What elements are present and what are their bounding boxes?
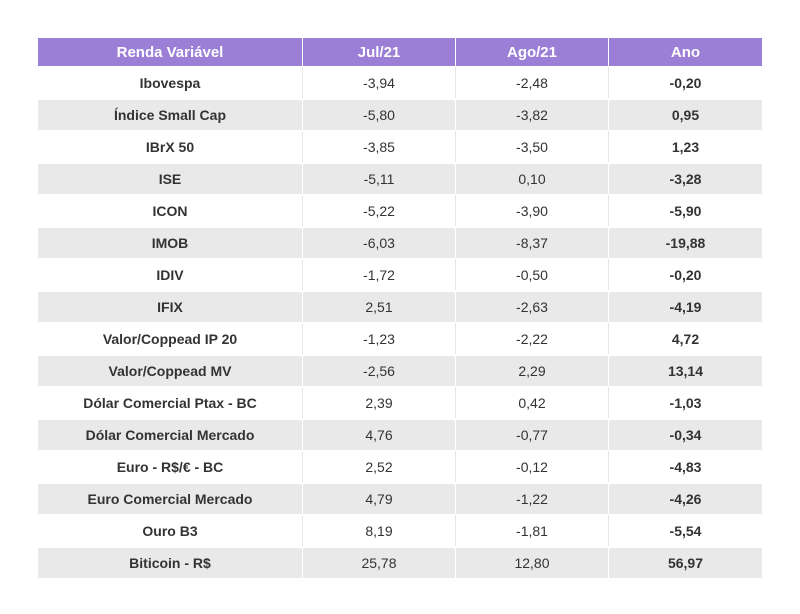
ago-21-value-cell: 0,42 [456, 386, 609, 418]
ano-value-cell: -0,20 [609, 258, 762, 290]
jul-21-value-cell: 2,39 [303, 386, 456, 418]
row-name-cell: Ouro B3 [38, 514, 303, 546]
row-name-cell: Euro - R$/€ - BC [38, 450, 303, 482]
table-row: IMOB -6,03 -8,37 -19,88 [38, 226, 762, 258]
ago-21-value-cell: 0,10 [456, 162, 609, 194]
row-name-cell: Dólar Comercial Mercado [38, 418, 303, 450]
ago-21-value-cell: 12,80 [456, 546, 609, 578]
row-name-cell: IFIX [38, 290, 303, 322]
ago-21-value-cell: -1,22 [456, 482, 609, 514]
ano-value-cell: 4,72 [609, 322, 762, 354]
ano-value-cell: -0,20 [609, 66, 762, 98]
table-header: Renda Variável Jul/21 Ago/21 Ano [38, 38, 762, 66]
table-row: Valor/Coppead MV -2,56 2,29 13,14 [38, 354, 762, 386]
jul-21-value-cell: 8,19 [303, 514, 456, 546]
row-name-cell: IBrX 50 [38, 130, 303, 162]
jul-21-value-cell: -5,80 [303, 98, 456, 130]
row-name-cell: Valor/Coppead MV [38, 354, 303, 386]
ano-value-cell: -3,28 [609, 162, 762, 194]
table-row: IBrX 50 -3,85 -3,50 1,23 [38, 130, 762, 162]
table-row: Ibovespa -3,94 -2,48 -0,20 [38, 66, 762, 98]
jul-21-value-cell: -3,94 [303, 66, 456, 98]
ano-value-cell: -5,90 [609, 194, 762, 226]
ago-21-value-cell: -0,12 [456, 450, 609, 482]
table-row: Euro - R$/€ - BC 2,52 -0,12 -4,83 [38, 450, 762, 482]
header-row: Renda Variável Jul/21 Ago/21 Ano [38, 38, 762, 66]
row-name-cell: Euro Comercial Mercado [38, 482, 303, 514]
jul-21-value-cell: 2,52 [303, 450, 456, 482]
ago-21-value-cell: -1,81 [456, 514, 609, 546]
ano-value-cell: -1,03 [609, 386, 762, 418]
row-name-cell: Índice Small Cap [38, 98, 303, 130]
table-row: Valor/Coppead IP 20 -1,23 -2,22 4,72 [38, 322, 762, 354]
ago-21-value-cell: -3,50 [456, 130, 609, 162]
ano-value-cell: -4,26 [609, 482, 762, 514]
table-body: Ibovespa -3,94 -2,48 -0,20 Índice Small Cap -… [38, 66, 762, 578]
ano-value-cell: -0,34 [609, 418, 762, 450]
table-row: Euro Comercial Mercado 4,79 -1,22 -4,26 [38, 482, 762, 514]
header-renda-variavel: Renda Variável [38, 38, 303, 66]
jul-21-value-cell: 2,51 [303, 290, 456, 322]
jul-21-value-cell: -3,85 [303, 130, 456, 162]
renda-variavel-table: Renda Variável Jul/21 Ago/21 Ano Ibovesp… [38, 38, 762, 578]
header-jul-21: Jul/21 [303, 38, 456, 66]
jul-21-value-cell: 4,76 [303, 418, 456, 450]
table-row: ISE -5,11 0,10 -3,28 [38, 162, 762, 194]
jul-21-value-cell: -2,56 [303, 354, 456, 386]
ago-21-value-cell: -3,90 [456, 194, 609, 226]
ago-21-value-cell: -2,48 [456, 66, 609, 98]
table-row: Índice Small Cap -5,80 -3,82 0,95 [38, 98, 762, 130]
ano-value-cell: -4,19 [609, 290, 762, 322]
ano-value-cell: 56,97 [609, 546, 762, 578]
ago-21-value-cell: -2,22 [456, 322, 609, 354]
ano-value-cell: -19,88 [609, 226, 762, 258]
jul-21-value-cell: -5,22 [303, 194, 456, 226]
ago-21-value-cell: -8,37 [456, 226, 609, 258]
table-row: IDIV -1,72 -0,50 -0,20 [38, 258, 762, 290]
row-name-cell: IDIV [38, 258, 303, 290]
table-row: Dólar Comercial Ptax - BC 2,39 0,42 -1,03 [38, 386, 762, 418]
table-row: Ouro B3 8,19 -1,81 -5,54 [38, 514, 762, 546]
jul-21-value-cell: -5,11 [303, 162, 456, 194]
row-name-cell: Ibovespa [38, 66, 303, 98]
ano-value-cell: 13,14 [609, 354, 762, 386]
jul-21-value-cell: -1,23 [303, 322, 456, 354]
row-name-cell: ISE [38, 162, 303, 194]
table-row: ICON -5,22 -3,90 -5,90 [38, 194, 762, 226]
row-name-cell: IMOB [38, 226, 303, 258]
jul-21-value-cell: 25,78 [303, 546, 456, 578]
ano-value-cell: -5,54 [609, 514, 762, 546]
row-name-cell: ICON [38, 194, 303, 226]
jul-21-value-cell: 4,79 [303, 482, 456, 514]
ago-21-value-cell: -0,77 [456, 418, 609, 450]
table-row: Dólar Comercial Mercado 4,76 -0,77 -0,34 [38, 418, 762, 450]
ago-21-value-cell: -0,50 [456, 258, 609, 290]
ago-21-value-cell: -3,82 [456, 98, 609, 130]
ano-value-cell: -4,83 [609, 450, 762, 482]
header-ano: Ano [609, 38, 762, 66]
row-name-cell: Dólar Comercial Ptax - BC [38, 386, 303, 418]
jul-21-value-cell: -6,03 [303, 226, 456, 258]
row-name-cell: Biticoin - R$ [38, 546, 303, 578]
table-row: IFIX 2,51 -2,63 -4,19 [38, 290, 762, 322]
table-row: Biticoin - R$ 25,78 12,80 56,97 [38, 546, 762, 578]
ano-value-cell: 0,95 [609, 98, 762, 130]
jul-21-value-cell: -1,72 [303, 258, 456, 290]
row-name-cell: Valor/Coppead IP 20 [38, 322, 303, 354]
header-ago-21: Ago/21 [456, 38, 609, 66]
ago-21-value-cell: -2,63 [456, 290, 609, 322]
ago-21-value-cell: 2,29 [456, 354, 609, 386]
ano-value-cell: 1,23 [609, 130, 762, 162]
